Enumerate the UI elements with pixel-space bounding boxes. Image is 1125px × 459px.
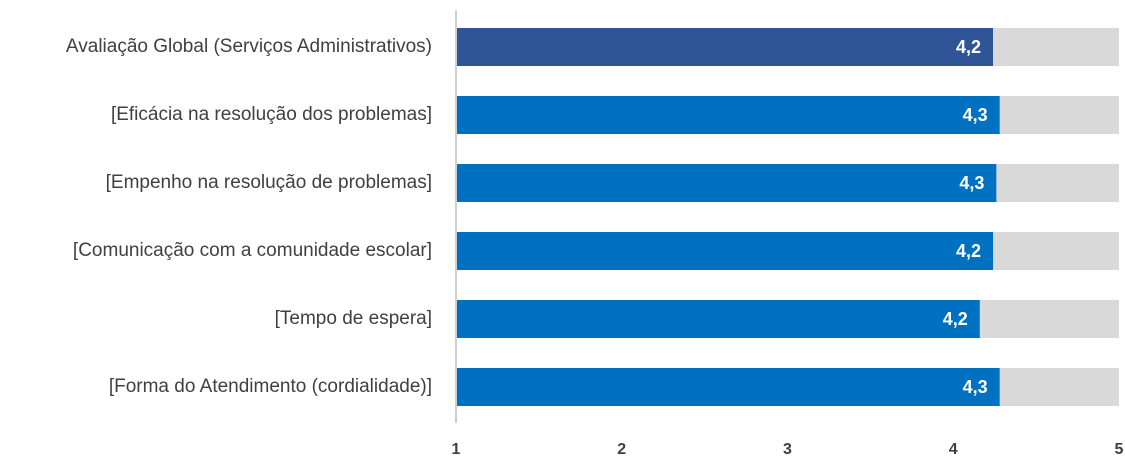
value-label: 4,3	[963, 105, 988, 125]
value-label: 4,2	[956, 37, 981, 57]
value-label: 4,3	[963, 377, 988, 397]
x-tick-label: 3	[783, 441, 792, 458]
value-label: 4,2	[956, 241, 981, 261]
value-label: 4,2	[943, 309, 968, 329]
y-tick-label: Avaliação Global (Serviços Administrativ…	[66, 36, 432, 57]
y-tick-label: [Empenho na resolução de problemas]	[106, 172, 432, 193]
bar	[457, 300, 980, 338]
bar	[457, 28, 994, 66]
x-tick-label: 1	[452, 441, 461, 458]
bar	[457, 368, 1000, 406]
bar	[457, 96, 1000, 134]
y-tick-label: [Comunicação com a comunidade escolar]	[73, 240, 432, 261]
x-tick-label: 2	[617, 441, 626, 458]
x-tick-label: 5	[1115, 441, 1124, 458]
bar	[457, 232, 994, 270]
x-tick-label: 4	[949, 441, 958, 458]
y-tick-label: [Forma do Atendimento (cordialidade)]	[109, 376, 432, 397]
y-tick-label: [Tempo de espera]	[275, 308, 432, 329]
y-tick-label: [Eficácia na resolução dos problemas]	[111, 104, 432, 125]
value-label: 4,3	[959, 173, 984, 193]
bar	[457, 164, 997, 202]
